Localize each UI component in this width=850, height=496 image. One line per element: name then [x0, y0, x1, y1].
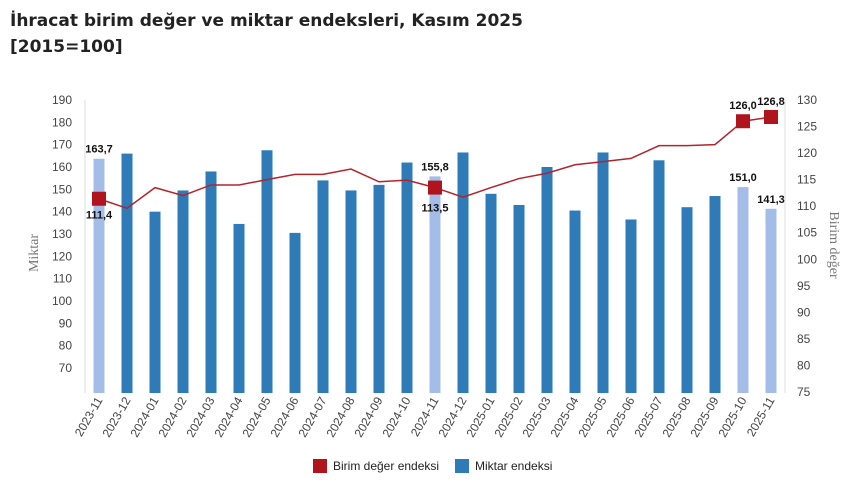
bar-2024-03	[205, 171, 217, 393]
right-axis-label: Birim değer	[826, 211, 841, 279]
bar-2025-06	[625, 219, 637, 393]
bar-data-label: 155,8	[421, 161, 449, 173]
bar-2024-04	[233, 223, 245, 393]
bar-2024-10	[401, 162, 413, 393]
right-axis-tick: 105	[797, 226, 817, 240]
left-axis-label: Miktar	[27, 234, 42, 272]
line-marker-2025-10	[736, 114, 750, 129]
legend-label-miktar: Miktar endeksi	[475, 459, 552, 473]
bar-2025-04	[569, 210, 581, 393]
chart-title: İhracat birim değer ve miktar endeksleri…	[10, 8, 523, 60]
left-axis-tick: 180	[52, 115, 72, 129]
bar-2024-09	[373, 184, 385, 393]
legend-marker-miktar	[455, 459, 469, 473]
left-axis-tick: 170	[52, 138, 72, 152]
bar-2023-12	[121, 153, 133, 393]
bar-2025-11	[765, 208, 777, 393]
bar-2024-08	[345, 190, 357, 393]
right-axis-tick: 115	[797, 173, 816, 187]
bar-2024-02	[177, 190, 189, 393]
bar-2025-10	[737, 187, 749, 393]
line-marker-2023-11	[92, 191, 106, 206]
right-axis-tick: 120	[797, 146, 817, 160]
left-axis-tick: 130	[52, 227, 72, 241]
right-axis-tick: 95	[797, 279, 811, 293]
bar-2024-07	[317, 180, 329, 393]
bar-2024-06	[289, 232, 301, 393]
bar-2025-02	[513, 204, 525, 393]
bar-2024-01	[149, 211, 161, 393]
left-axis-tick: 80	[59, 339, 73, 353]
right-axis-tick: 130	[797, 93, 817, 107]
left-axis-tick: 150	[52, 182, 72, 196]
bar-2024-05	[261, 150, 273, 393]
bar-2024-11	[429, 176, 441, 393]
left-axis-tick: 160	[52, 160, 72, 174]
left-axis-tick: 140	[52, 205, 72, 219]
bar-2025-05	[597, 152, 609, 393]
legend-label-birim-deger: Birim değer endeksi	[333, 459, 439, 473]
bar-data-label: 141,3	[757, 194, 785, 206]
bar-data-label: 151,0	[729, 172, 757, 184]
left-axis-tick: 110	[53, 272, 72, 286]
bar-2025-07	[653, 160, 665, 393]
bar-2023-11	[93, 158, 105, 393]
right-axis-tick: 100	[797, 252, 817, 266]
legend-marker-birim-deger	[313, 459, 327, 473]
bar-2024-12	[457, 152, 469, 393]
left-axis-tick: 100	[52, 294, 72, 308]
line-marker-2024-11	[428, 180, 442, 195]
line-data-label: 113,5	[422, 203, 449, 215]
chart-subtitle: [2015=100]	[10, 37, 123, 57]
line-marker-2025-11	[764, 109, 778, 124]
right-axis-tick: 110	[797, 199, 816, 213]
right-axis-tick: 85	[797, 332, 811, 346]
x-axis-tick: 2025-11	[744, 394, 778, 439]
right-axis-tick: 75	[797, 385, 811, 399]
bar-2025-03	[541, 167, 553, 393]
line-data-label: 126,8	[757, 96, 785, 108]
left-axis-tick: 190	[52, 93, 72, 107]
bar-2025-09	[709, 196, 721, 393]
right-axis-tick: 90	[797, 305, 811, 319]
left-axis-tick: 70	[59, 361, 73, 375]
chart-title-text: İhracat birim değer ve miktar endeksleri…	[10, 11, 523, 31]
bar-2025-01	[485, 193, 497, 393]
left-axis-tick: 120	[52, 249, 72, 263]
left-axis-tick: 90	[59, 316, 73, 330]
right-axis-tick: 125	[797, 120, 817, 134]
bar-2025-08	[681, 207, 693, 393]
line-data-label: 111,4	[86, 210, 113, 222]
bar-data-label: 163,7	[85, 144, 113, 156]
right-axis-tick: 80	[797, 358, 811, 372]
line-data-label: 126,0	[729, 100, 757, 112]
